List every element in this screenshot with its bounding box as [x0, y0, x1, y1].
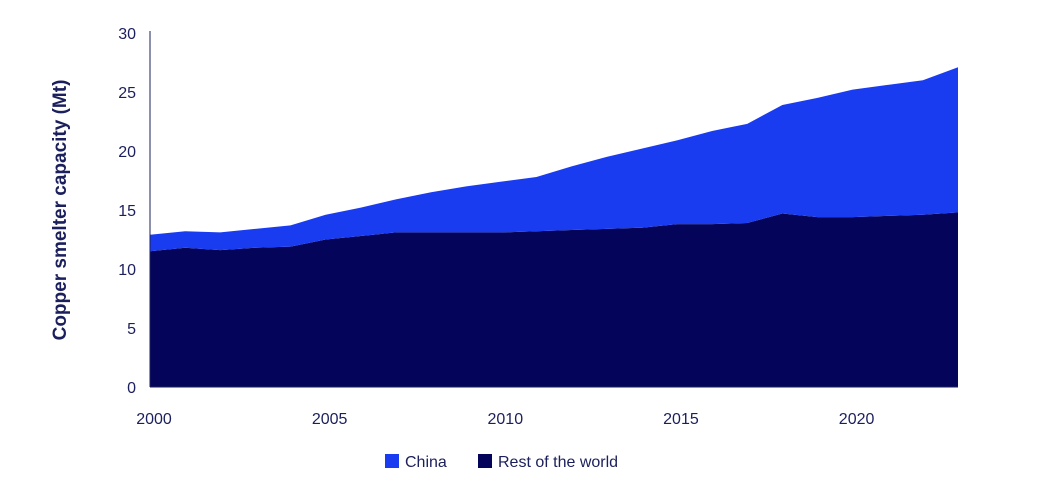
y-tick-labels: 0 5 10 15 20 25 30 — [118, 26, 136, 397]
legend-swatch-china — [385, 454, 399, 468]
area-china — [150, 67, 958, 252]
y-tick-label: 20 — [118, 144, 136, 161]
x-tick-label: 2010 — [488, 411, 524, 428]
y-tick-label: 0 — [127, 380, 136, 397]
area-series-group — [150, 67, 958, 387]
y-tick-label: 30 — [118, 26, 136, 43]
legend: China Rest of the world — [385, 454, 618, 471]
axes-group — [149, 31, 958, 388]
area-rest-of-the-world — [150, 212, 958, 387]
y-tick-label: 5 — [127, 321, 136, 338]
y-tick-label: 10 — [118, 262, 136, 279]
legend-label-china: China — [405, 454, 447, 471]
x-tick-label: 2020 — [839, 411, 875, 428]
x-tick-label: 2005 — [312, 411, 348, 428]
y-axis-label: Copper smelter capacity (Mt) — [50, 80, 71, 341]
x-tick-label: 2015 — [663, 411, 699, 428]
legend-swatch-rest-of-the-world — [478, 454, 492, 468]
y-tick-label: 25 — [118, 85, 136, 102]
x-tick-labels: 2000 2005 2010 2015 2020 — [136, 411, 874, 428]
x-tick-label: 2000 — [136, 411, 172, 428]
y-tick-label: 15 — [118, 203, 136, 220]
legend-label-rest-of-the-world: Rest of the world — [498, 454, 618, 471]
